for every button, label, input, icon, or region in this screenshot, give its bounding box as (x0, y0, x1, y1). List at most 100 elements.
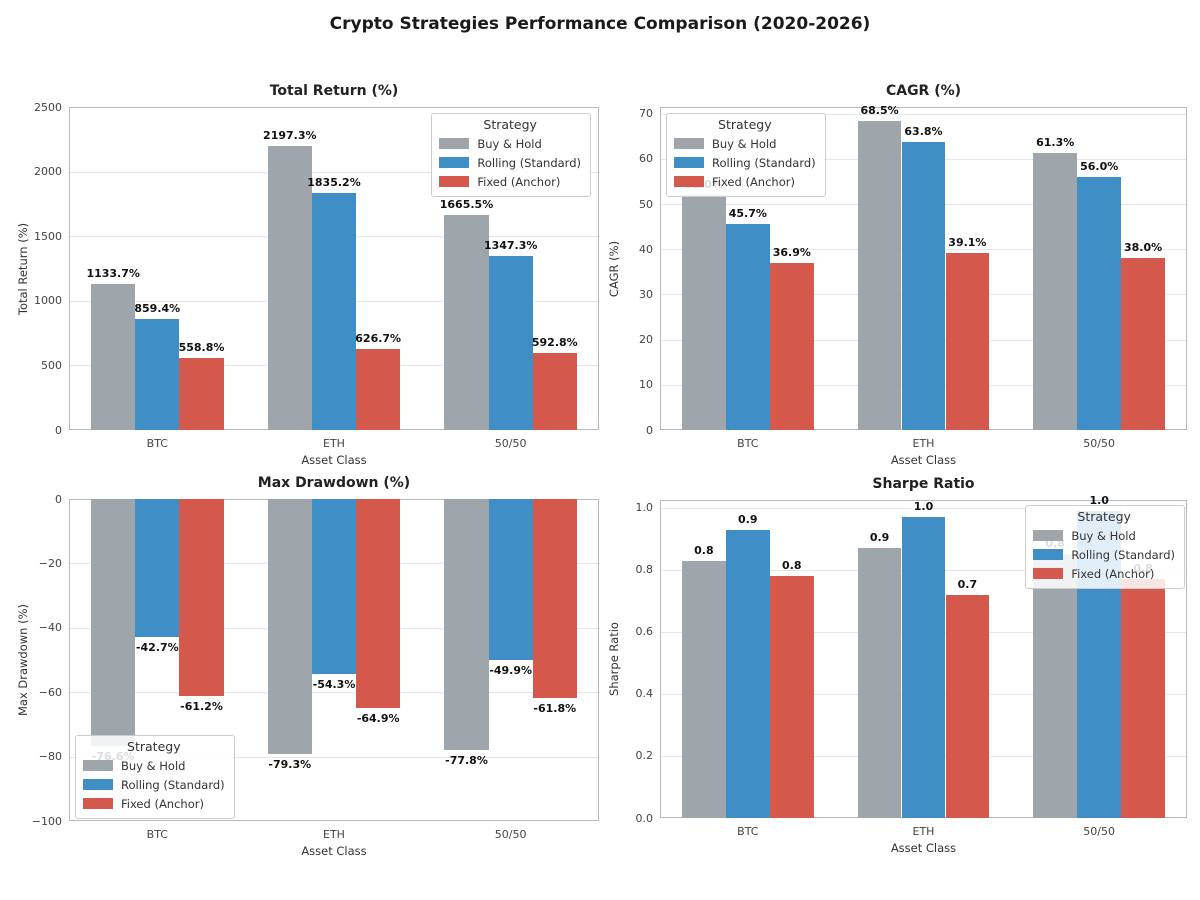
chart-title: Sharpe Ratio (872, 476, 975, 492)
legend-swatch (439, 138, 470, 149)
bar-value-label: 61.3% (1036, 136, 1075, 150)
legend-swatch (439, 157, 470, 168)
legend-label: Buy & Hold (712, 136, 777, 151)
legend-title: Strategy (718, 117, 772, 132)
bar-value-label: -79.3% (268, 758, 312, 772)
legend-entry: Buy & Hold (439, 134, 581, 153)
bar (945, 253, 990, 430)
y-tick-label: −40 (38, 621, 62, 634)
legend-entry: Fixed (Anchor) (674, 172, 816, 191)
bar-value-label: 1665.5% (439, 197, 494, 211)
y-tick-label: 20 (639, 333, 653, 346)
x-tick-label: ETH (323, 828, 345, 841)
x-axis-label: Asset Class (301, 453, 367, 467)
bar-value-label: 0.8 (694, 543, 714, 557)
y-tick-label: 2500 (34, 101, 62, 114)
bar-value-label: 0.8 (782, 559, 802, 572)
legend-entry: Buy & Hold (1033, 526, 1175, 545)
legend-title: Strategy (483, 117, 537, 132)
bar-value-label: 63.8% (904, 124, 943, 138)
bar-value-label: 0.9 (738, 512, 758, 526)
y-tick-label: 0.2 (635, 749, 654, 762)
bar-value-label: 1133.7% (86, 266, 140, 280)
legend-swatch (83, 798, 113, 809)
x-tick-label: 50/50 (494, 828, 527, 841)
legend: Strategy Buy & Hold Rolling (Standard) Fixe… (1025, 505, 1185, 589)
gridline (70, 692, 598, 693)
legend-entry: Buy & Hold (674, 134, 816, 153)
x-tick-label: BTC (737, 437, 759, 450)
legend-entry: Fixed (Anchor) (1033, 564, 1175, 583)
bar-value-label: 592.8% (531, 336, 578, 350)
x-axis-label: Asset Class (301, 844, 367, 858)
bar (901, 141, 946, 430)
bar (769, 576, 814, 818)
legend-entry: Rolling (Standard) (1033, 545, 1175, 564)
legend-entry: Fixed (Anchor) (439, 172, 581, 191)
bar-value-label: -61.2% (180, 700, 223, 714)
bar (267, 499, 312, 755)
bar-value-label: 68.5% (860, 103, 899, 117)
legend-swatch (1033, 530, 1064, 541)
bar-value-label: 36.9% (772, 246, 811, 260)
bar (91, 283, 136, 430)
bar (488, 255, 533, 430)
legend-entry: Rolling (Standard) (674, 153, 816, 172)
legend: Strategy Buy & Hold Rolling (Standard) Fixe… (666, 113, 826, 197)
legend-swatch (674, 138, 704, 149)
legend-entry: Buy & Hold (83, 756, 225, 775)
y-tick-label: 1.0 (635, 501, 654, 514)
bar-value-label: -42.7% (135, 640, 179, 654)
figure-title: Crypto Strategies Performance Comparison… (329, 14, 871, 34)
bar-value-label: 859.4% (134, 302, 181, 315)
bar (135, 319, 180, 430)
legend-label: Buy & Hold (477, 136, 542, 151)
bar (725, 529, 770, 818)
legend-label: Rolling (Standard) (477, 155, 581, 170)
bar (179, 499, 224, 697)
bar-value-label: 45.7% (728, 206, 767, 220)
y-tick-label: 0 (55, 424, 62, 437)
bar-value-label: 56.0% (1080, 160, 1119, 173)
legend-label: Fixed (Anchor) (477, 174, 561, 189)
chart-title: Max Drawdown (%) (257, 475, 411, 491)
legend-label: Rolling (Standard) (121, 777, 225, 792)
x-tick-label: BTC (737, 825, 759, 838)
bar (1121, 258, 1165, 430)
legend-swatch (674, 176, 704, 187)
legend-title: Strategy (1077, 509, 1131, 524)
y-tick-label: 60 (639, 152, 653, 165)
bar (444, 214, 489, 430)
gridline (70, 757, 598, 758)
bar-value-label: 1.0 (1089, 493, 1109, 507)
gridline (661, 508, 1186, 509)
bar (267, 146, 312, 430)
y-tick-label: −20 (38, 557, 62, 570)
legend-title: Strategy (127, 739, 181, 754)
bar-value-label: 0.9 (869, 531, 890, 545)
bar-value-label: 1347.3% (483, 238, 538, 252)
legend-entry: Rolling (Standard) (83, 775, 225, 794)
y-tick-label: 0.8 (635, 563, 654, 576)
bar-value-label: 0.7 (957, 577, 978, 591)
legend: Strategy Buy & Hold Rolling (Standard) Fixe… (431, 113, 591, 197)
bar (857, 548, 902, 818)
bar-value-label: -49.9% (489, 663, 533, 677)
bar-value-label: 2197.3% (263, 129, 317, 143)
legend-swatch (83, 760, 113, 771)
legend-swatch (1033, 549, 1064, 560)
legend-swatch (674, 157, 704, 168)
legend-label: Buy & Hold (121, 758, 186, 773)
bar (682, 195, 726, 430)
gridline (661, 114, 1186, 115)
x-axis-label: Asset Class (890, 841, 957, 855)
legend: Strategy Buy & Hold Rolling (Standard) Fixe… (75, 735, 235, 819)
bar-value-label: 1.0 (913, 500, 934, 514)
y-tick-label: 1500 (34, 230, 62, 243)
bar (311, 192, 357, 430)
y-tick-label: 500 (41, 359, 62, 372)
y-tick-label: 0.4 (635, 687, 654, 700)
bar (1033, 554, 1078, 818)
